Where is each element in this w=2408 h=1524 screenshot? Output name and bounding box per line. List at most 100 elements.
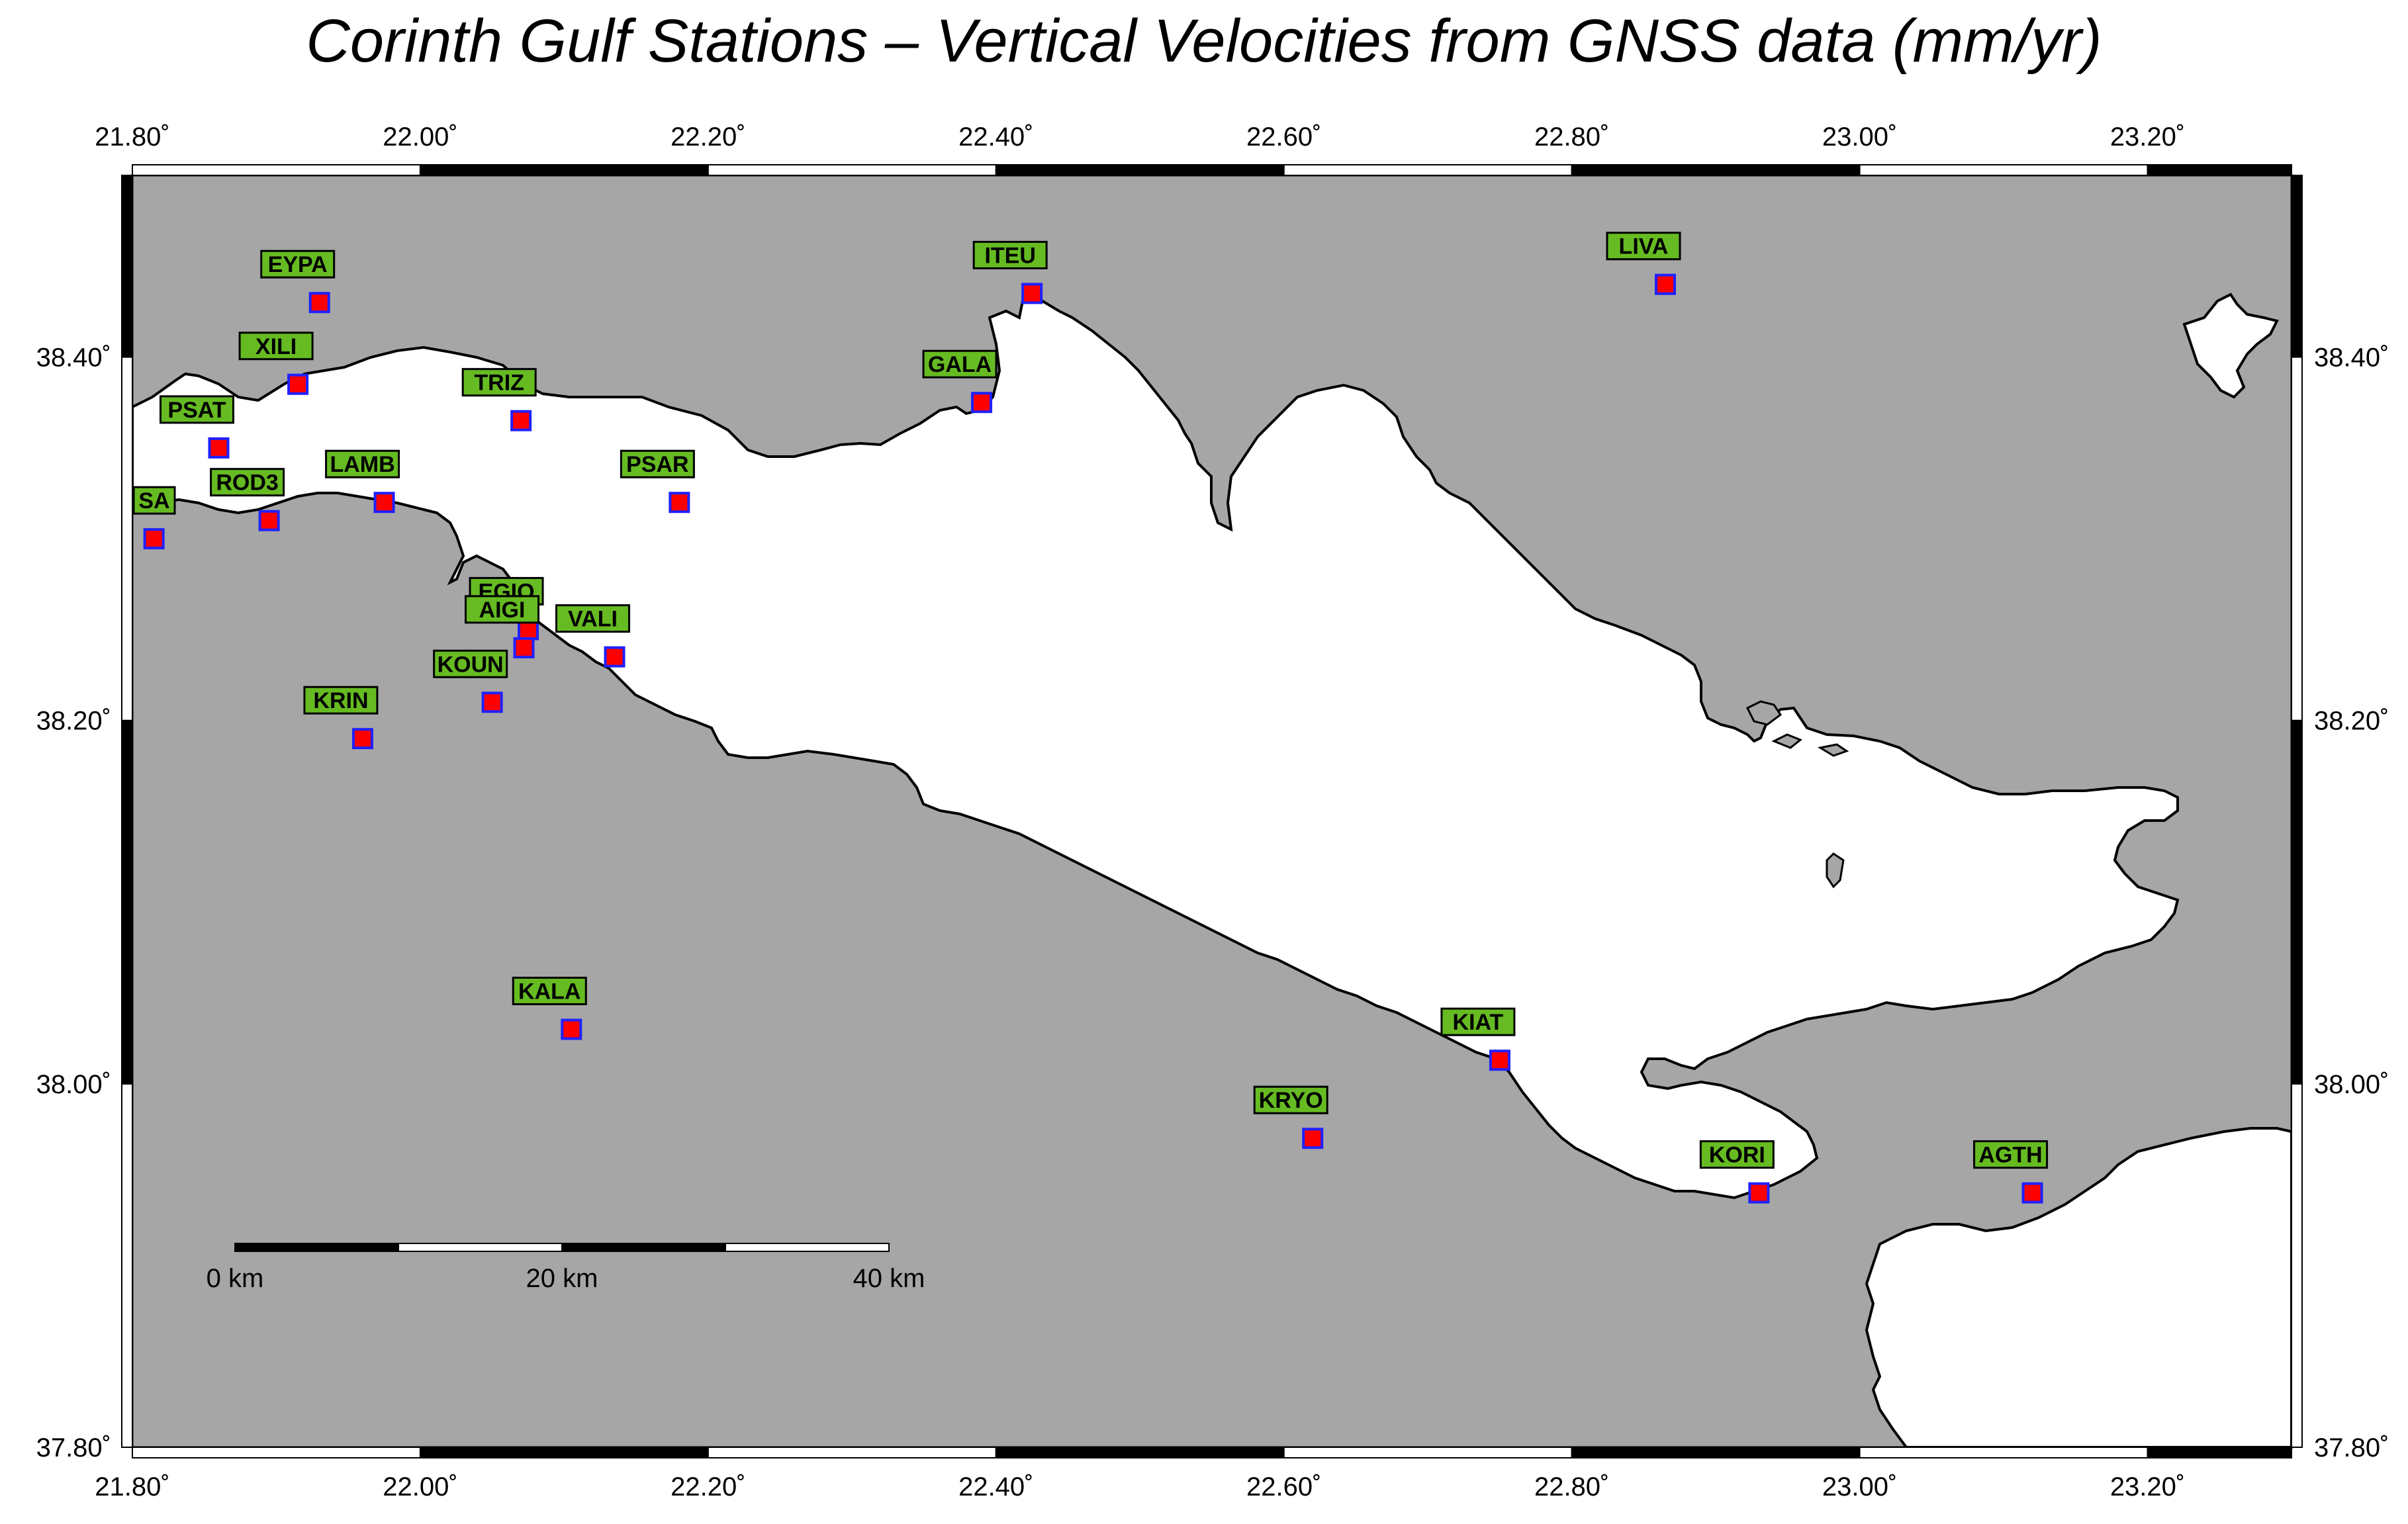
station-marker[interactable] [351,728,373,750]
station-label: PSAT [167,398,226,423]
station-marker[interactable] [143,528,165,550]
station-vali[interactable]: VALI [555,604,631,668]
station-label-box [1253,1085,1328,1114]
scale-label-0: 0 km [207,1264,264,1293]
lon-tick-label-top: 23.00˚ [1822,122,1897,152]
lon-tick-label-top: 22.60˚ [1246,122,1321,152]
frame-bar-bottom [419,1447,709,1458]
station-label-box [922,349,997,379]
station-label: KALA [518,979,580,1004]
station-lamb[interactable]: LAMB [325,449,400,514]
lon-tick-label-bottom: 23.00˚ [1822,1472,1897,1502]
station-label-box [1699,1140,1775,1169]
station-triz[interactable]: TRIZ [461,368,537,431]
station-label: EYPA [268,252,328,277]
lat-tick-label-left: 37.80˚ [36,1433,111,1462]
saronic-sea [1865,1127,2293,1449]
station-marker[interactable] [1748,1182,1770,1204]
scale-segment-black [561,1243,726,1252]
station-marker[interactable] [971,392,993,414]
frame-bar-bottom [1283,1447,1573,1458]
station-label-box [972,240,1048,269]
station-label: KOUN [438,652,504,677]
lon-tick-label-bottom: 22.80˚ [1534,1472,1609,1502]
lat-tick-label-right: 38.00˚ [2314,1070,2389,1099]
station-label-box [555,604,631,633]
station-xili[interactable]: XILI [238,332,314,395]
lon-tick-label-top: 21.80˚ [95,122,169,152]
station-label-box [433,649,508,678]
station-marker[interactable] [373,492,395,514]
station-label-box [325,449,400,478]
station-krin[interactable]: KRIN [303,686,379,750]
frame-bar-left [121,1083,133,1449]
station-marker[interactable] [208,437,230,459]
frame-bar-right [2291,175,2303,358]
lat-tick-label-left: 38.40˚ [36,343,111,373]
lon-tick-label-bottom: 23.20˚ [2110,1472,2185,1502]
station-marker[interactable] [1021,283,1043,304]
station-kiat[interactable]: KIAT [1440,1007,1516,1071]
station-agth[interactable]: AGTH [1973,1140,2049,1204]
station-aigi[interactable]: AIGI [465,595,540,658]
station-label: ITEU [984,243,1035,268]
map-area [121,164,2303,1458]
station-iteu[interactable]: ITEU [972,240,1048,304]
station-gala[interactable]: GALA [922,349,997,414]
station-label-box [159,395,234,424]
station-sa[interactable]: SA [132,486,176,550]
lon-tick-label-top: 22.80˚ [1534,122,1609,152]
station-marker[interactable] [481,692,503,713]
frame-bar-right [2291,356,2303,721]
station-marker[interactable] [669,492,690,514]
station-kori[interactable]: KORI [1699,1140,1775,1204]
latitude-labels-left: 37.80˚ 38.00˚ 38.20˚ 38.40˚ [36,343,111,1462]
station-label-box [303,686,379,715]
map-title: Corinth Gulf Stations – Vertical Velocit… [306,7,2102,75]
station-label: TRIZ [474,371,524,396]
station-marker[interactable] [561,1018,582,1040]
station-psat[interactable]: PSAT [159,395,234,459]
frame-bar-top [1859,164,2149,176]
lon-tick-label-top: 23.20˚ [2110,122,2185,152]
station-marker[interactable] [258,510,280,531]
station-label-box [238,332,314,361]
station-label-box [132,486,176,515]
station-marker[interactable] [604,646,625,668]
station-label: XILI [255,334,297,359]
frame-bar-bottom [2147,1447,2293,1458]
station-kryo[interactable]: KRYO [1253,1085,1328,1149]
station-kala[interactable]: KALA [512,976,587,1040]
station-marker[interactable] [510,410,532,431]
frame-bar-left [121,175,133,358]
longitude-labels-top: 21.80˚ 22.00˚ 22.20˚ 22.40˚ 22.60˚ 22.80˚ 23.0… [95,122,2185,152]
frame-bar-top [1283,164,1573,176]
lat-tick-label-right: 38.20˚ [2314,707,2389,736]
station-koun[interactable]: KOUN [433,649,508,713]
station-marker[interactable] [308,292,330,314]
station-label: KRIN [313,688,368,713]
station-marker[interactable] [513,637,535,658]
station-marker[interactable] [1489,1050,1510,1071]
station-label-box [1440,1007,1516,1036]
station-psar[interactable]: PSAR [620,449,695,514]
frame-bar-top [995,164,1285,176]
station-label: LIVA [1619,234,1669,259]
station-label: KIAT [1453,1010,1504,1035]
station-marker[interactable] [2021,1182,2043,1204]
station-marker[interactable] [1302,1128,1324,1149]
station-eypa[interactable]: EYPA [260,249,336,314]
station-label-box [461,368,537,397]
frame-bar-bottom [995,1447,1285,1458]
station-rod3[interactable]: ROD3 [210,468,285,531]
station-marker[interactable] [1655,273,1677,295]
lon-tick-label-bottom: 22.20˚ [671,1472,745,1502]
station-liva[interactable]: LIVA [1606,232,1681,295]
frame-bar-bottom [132,1447,421,1458]
island [1745,700,1783,726]
station-marker[interactable] [287,373,309,395]
scale-segment-black [234,1243,399,1252]
frame-bar-top [132,164,421,176]
